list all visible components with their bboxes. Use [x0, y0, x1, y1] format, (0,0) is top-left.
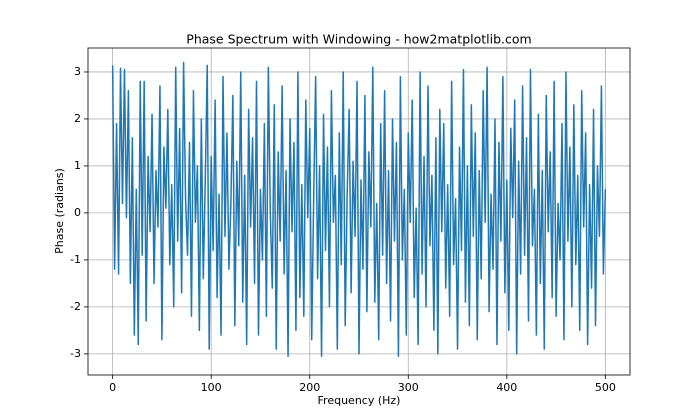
y-tick-label: 3 — [74, 65, 81, 78]
y-tick-label: 1 — [74, 159, 81, 172]
x-tick-label: 200 — [299, 381, 320, 394]
y-tick-label: 0 — [74, 206, 81, 219]
line-series — [111, 61, 607, 357]
chart-title: Phase Spectrum with Windowing - how2matp… — [186, 32, 531, 47]
x-tick-label: 0 — [109, 381, 116, 394]
x-axis-label: Frequency (Hz) — [318, 394, 401, 407]
x-tick-label: 400 — [496, 381, 517, 394]
y-tick-label: -3 — [70, 347, 81, 360]
y-tick-label: 2 — [74, 112, 81, 125]
y-tick-label: -2 — [70, 300, 81, 313]
y-tick-label: -1 — [70, 253, 81, 266]
x-tick-label: 500 — [595, 381, 616, 394]
plot-frame — [87, 47, 631, 376]
x-tick-label: 300 — [398, 381, 419, 394]
x-tick-label: 100 — [201, 381, 222, 394]
y-axis-label: Phase (radians) — [53, 168, 66, 254]
